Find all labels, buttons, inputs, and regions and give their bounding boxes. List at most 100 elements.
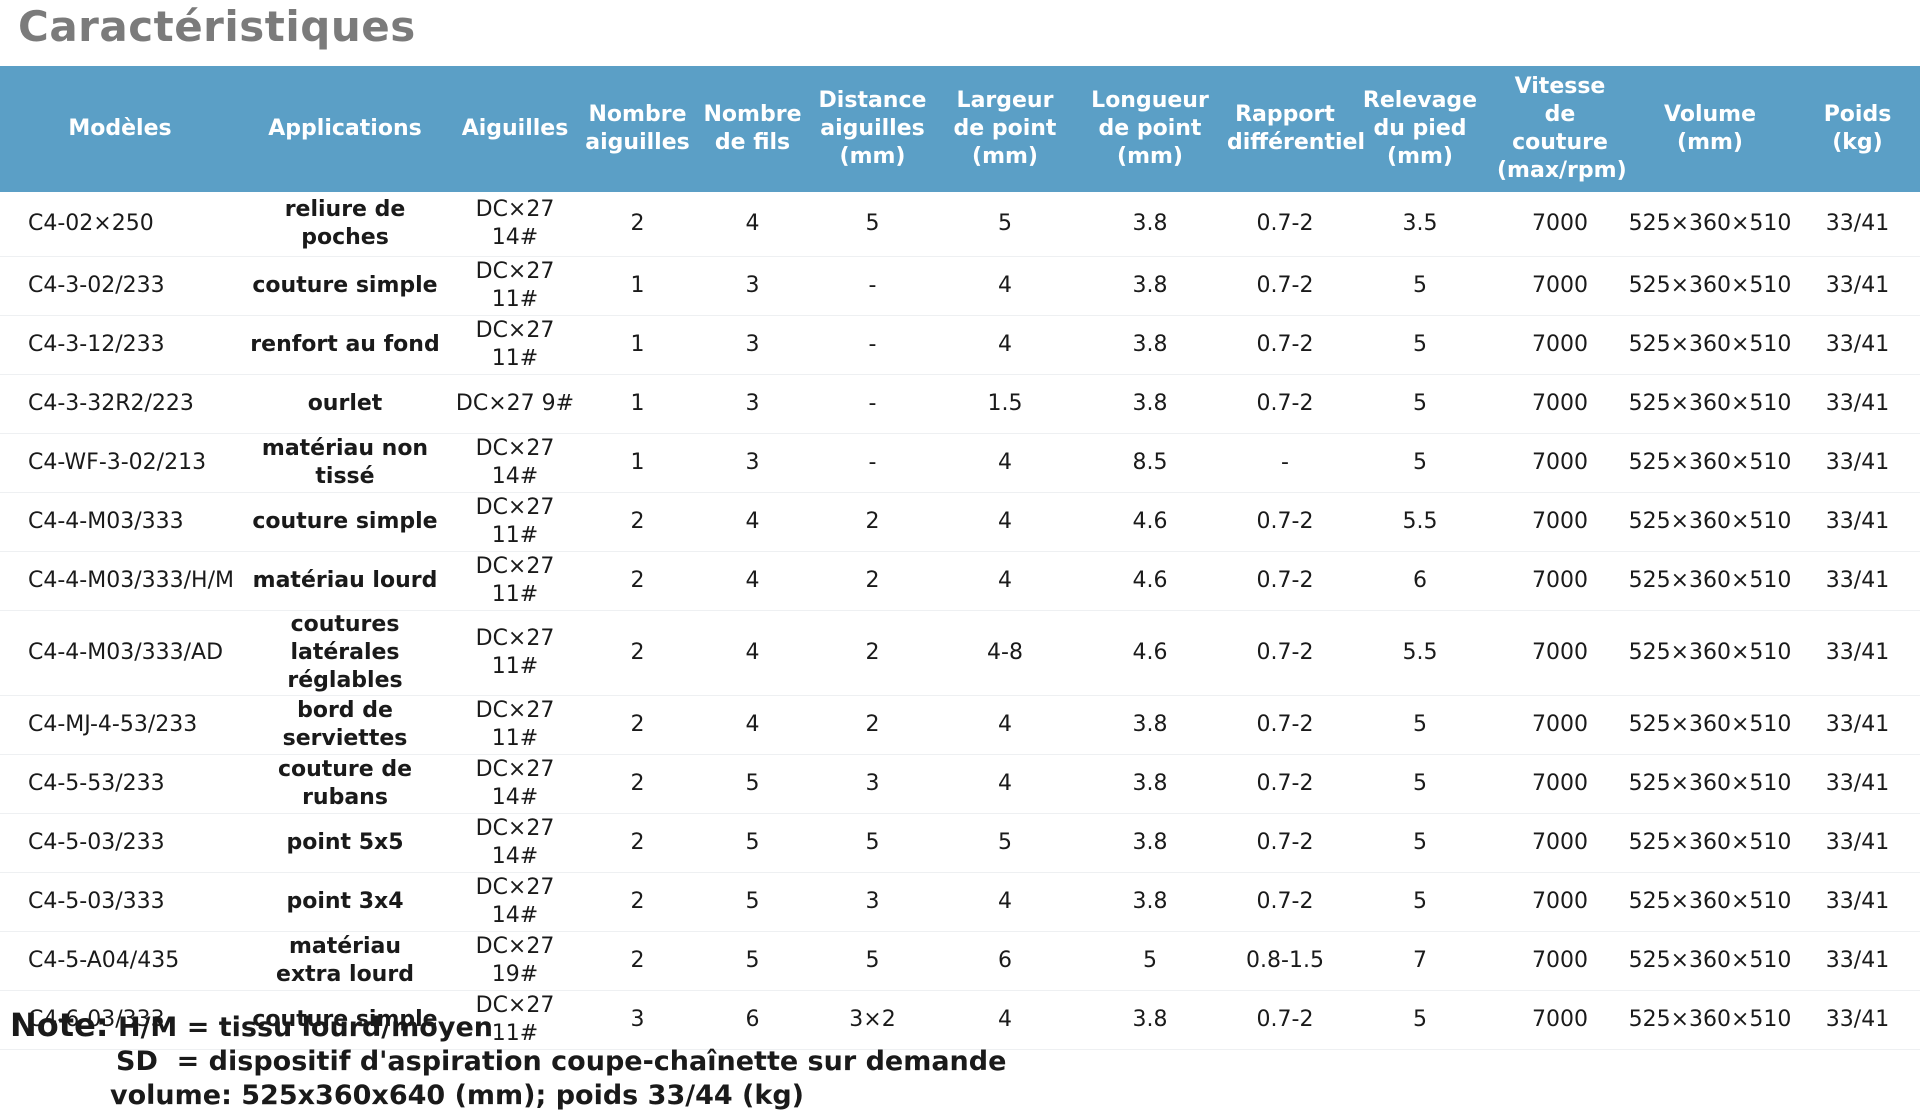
table-cell: 2 <box>580 610 695 696</box>
table-cell: 5 <box>1345 813 1495 873</box>
column-header: Volume (mm) <box>1625 66 1795 192</box>
table-cell: point 5x5 <box>240 813 450 873</box>
table-row: C4-5-53/233 couture de rubans DC×27 14# 2 5 3… <box>0 754 1920 814</box>
table-row: C4-6-03/333 couture simple DC×27 11# 3 6 3×2 4… <box>0 990 1920 1050</box>
table-cell: 5 <box>1345 990 1495 1050</box>
table-cell: 4 <box>935 315 1075 375</box>
table-cell: C4-6-03/333 <box>0 990 240 1050</box>
table-cell: C4-3-02/233 <box>0 256 240 316</box>
table-cell: 33/41 <box>1795 754 1920 814</box>
table-cell: 7000 <box>1495 695 1625 755</box>
table-cell: 2 <box>810 492 935 552</box>
table-cell: 0.7-2 <box>1225 872 1345 932</box>
table-cell: 5 <box>1075 931 1225 991</box>
table-cell: couture de rubans <box>240 754 450 814</box>
table-cell: 7 <box>1345 931 1495 991</box>
table-cell: C4-5-03/333 <box>0 872 240 932</box>
table-cell: - <box>1225 433 1345 493</box>
table-header: Modèles Applications Aiguilles Nombre aigui… <box>0 66 1920 192</box>
table-cell: 3 <box>810 872 935 932</box>
note-line-3: volume: 525x360x640 (mm); poids 33/44 (k… <box>110 1080 805 1111</box>
table-cell: 33/41 <box>1795 256 1920 316</box>
table-cell: reliure de poches <box>240 192 450 257</box>
table-cell: DC×27 11# <box>450 551 580 611</box>
table-cell: 4 <box>935 754 1075 814</box>
table-cell: 525×360×510 <box>1625 192 1795 257</box>
table-cell: 2 <box>580 754 695 814</box>
table-cell: C4-5-03/233 <box>0 813 240 873</box>
table-cell: DC×27 9# <box>450 374 580 434</box>
table-cell: DC×27 14# <box>450 433 580 493</box>
table-cell: 4.6 <box>1075 492 1225 552</box>
table-row: C4-MJ-4-53/233 bord de serviettes DC×27 11… <box>0 695 1920 755</box>
table-cell: 1 <box>580 374 695 434</box>
table-cell: 1 <box>580 315 695 375</box>
table-cell: couture simple <box>240 492 450 552</box>
table-cell: 4.6 <box>1075 610 1225 696</box>
table-cell: 525×360×510 <box>1625 551 1795 611</box>
table-cell: 2 <box>810 551 935 611</box>
table-cell: C4-5-53/233 <box>0 754 240 814</box>
table-cell: 2 <box>810 610 935 696</box>
table-cell: 4 <box>935 872 1075 932</box>
table-cell: 2 <box>810 695 935 755</box>
column-header: Poids (kg) <box>1795 66 1920 192</box>
column-header: Nombre de fils <box>695 66 810 192</box>
table-cell: ourlet <box>240 374 450 434</box>
table-cell: C4-MJ-4-53/233 <box>0 695 240 755</box>
table-cell: 4-8 <box>935 610 1075 696</box>
table-cell: 5 <box>1345 754 1495 814</box>
table-cell: 2 <box>580 813 695 873</box>
table-cell: 0.8-1.5 <box>1225 931 1345 991</box>
note-text-1: H/M = tissu lourd/moyen <box>117 1012 493 1043</box>
table-cell: 7000 <box>1495 492 1625 552</box>
table-cell: DC×27 14# <box>450 754 580 814</box>
table-cell: 5 <box>695 754 810 814</box>
table-cell: - <box>810 256 935 316</box>
table-cell: 525×360×510 <box>1625 990 1795 1050</box>
table-cell: C4-4-M03/333/AD <box>0 610 240 696</box>
table-cell: bord de serviettes <box>240 695 450 755</box>
table-cell: couture simple <box>240 256 450 316</box>
table-cell: 4 <box>695 610 810 696</box>
table-cell: 3 <box>580 990 695 1050</box>
table-cell: C4-4-M03/333/H/M <box>0 551 240 611</box>
table-cell: 4 <box>935 695 1075 755</box>
table-cell: point 3x4 <box>240 872 450 932</box>
table-cell: C4-WF-3-02/213 <box>0 433 240 493</box>
table-cell: 5 <box>695 813 810 873</box>
table-cell: C4-02×250 <box>0 192 240 257</box>
table-cell: 3.8 <box>1075 192 1225 257</box>
table-cell: DC×27 11# <box>450 990 580 1050</box>
table-cell: 4 <box>935 990 1075 1050</box>
table-cell: 33/41 <box>1795 551 1920 611</box>
table-cell: 7000 <box>1495 192 1625 257</box>
table-cell: C4-3-12/233 <box>0 315 240 375</box>
table-cell: C4-5-A04/435 <box>0 931 240 991</box>
column-header: Nombre aiguilles <box>580 66 695 192</box>
column-header: Distance aiguilles (mm) <box>810 66 935 192</box>
table-cell: 33/41 <box>1795 492 1920 552</box>
table-cell: 3×2 <box>810 990 935 1050</box>
table-cell: 525×360×510 <box>1625 754 1795 814</box>
table-cell: 4 <box>935 256 1075 316</box>
table-cell: renfort au fond <box>240 315 450 375</box>
note-line-1: Note: H/M = tissu lourd/moyen <box>10 1008 1006 1045</box>
table-cell: DC×27 14# <box>450 872 580 932</box>
table-cell: 5 <box>1345 256 1495 316</box>
table-cell: 33/41 <box>1795 931 1920 991</box>
table-row: C4-02×250 reliure de poches DC×27 14# 2 4 5 5 3… <box>0 192 1920 257</box>
table-cell: 7000 <box>1495 256 1625 316</box>
table-cell: 6 <box>1345 551 1495 611</box>
table-cell: 525×360×510 <box>1625 610 1795 696</box>
table-cell: 7000 <box>1495 931 1625 991</box>
table-cell: 5 <box>1345 695 1495 755</box>
table-cell: DC×27 19# <box>450 931 580 991</box>
table-cell: C4-3-32R2/223 <box>0 374 240 434</box>
table-cell: 0.7-2 <box>1225 551 1345 611</box>
table-cell: 2 <box>580 695 695 755</box>
note-label: Note: <box>10 1006 109 1044</box>
column-header: Largeur de point (mm) <box>935 66 1075 192</box>
table-cell: 0.7-2 <box>1225 374 1345 434</box>
table-cell: 525×360×510 <box>1625 695 1795 755</box>
